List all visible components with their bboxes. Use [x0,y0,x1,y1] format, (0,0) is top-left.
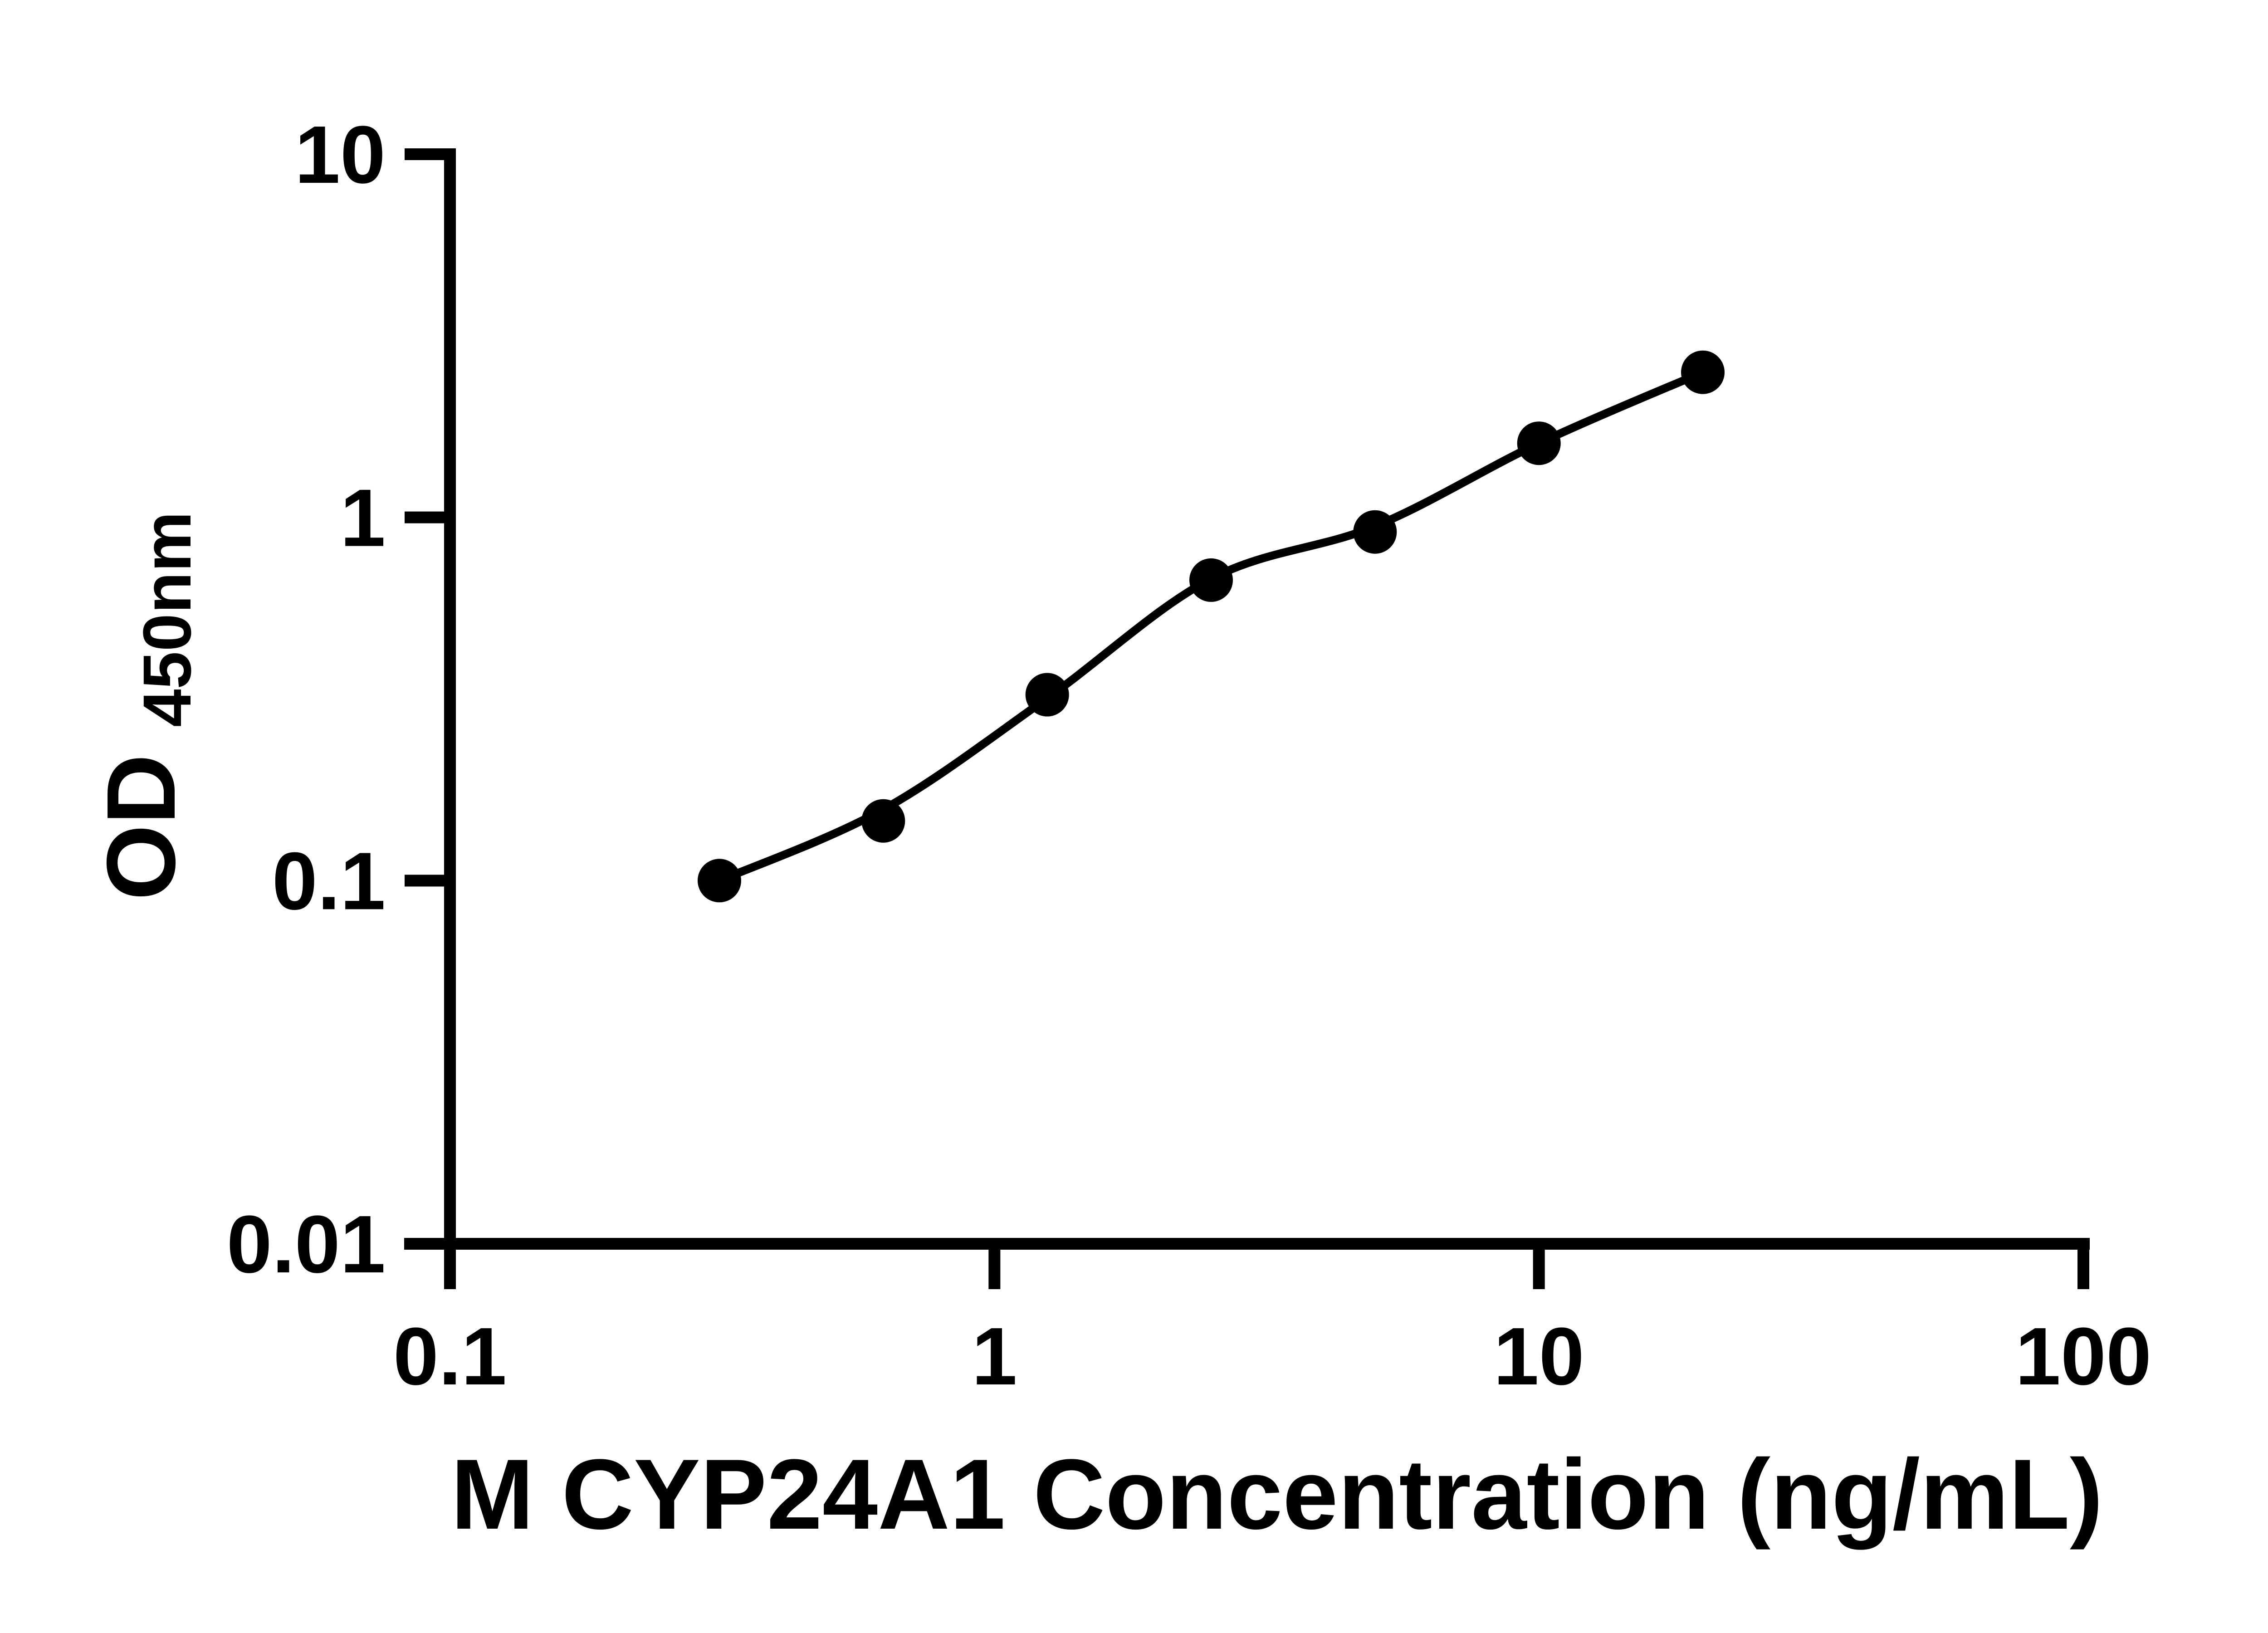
y-axis-tick-label: 0.1 [272,836,386,927]
data-point-marker [1025,673,1069,717]
y-axis-tick-label: 1 [340,473,386,564]
data-point-marker [1353,510,1397,554]
y-axis-tick-label: 0.01 [227,1199,386,1290]
data-point-marker [861,799,905,843]
x-axis-tick-label: 1 [972,1311,1017,1402]
y-axis-title-subscript: 450nm [129,511,205,727]
x-axis-title: M CYP24A1 Concentration (ng/mL) [451,1438,2103,1550]
x-axis-tick-label: 10 [1494,1311,1584,1402]
x-axis-tick-label: 0.1 [393,1311,507,1402]
data-point-marker [1517,421,1561,465]
y-axis-title: OD 450nm [86,511,205,900]
data-point-marker [1189,558,1233,602]
y-axis-tick-label: 10 [295,109,386,200]
data-point-marker [698,859,741,903]
y-axis-title-main: OD [86,754,196,901]
data-point-marker [1681,350,1725,394]
x-axis-tick-label: 100 [2015,1311,2151,1402]
